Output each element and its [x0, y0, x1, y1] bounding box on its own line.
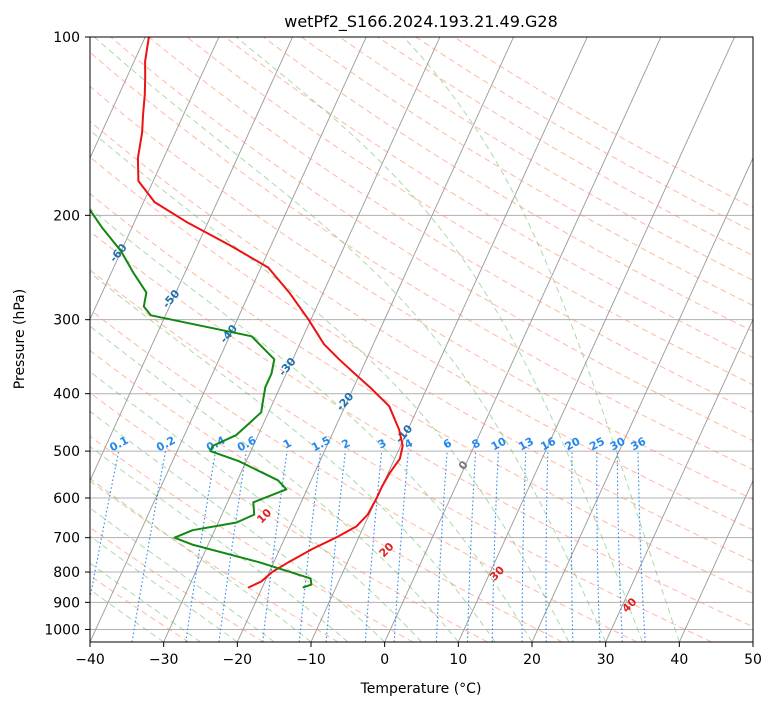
isotherm-line	[531, 156, 753, 642]
moist-adiabat-line	[403, 37, 680, 642]
dry-adiabat-line	[263, 37, 753, 332]
dry-adiabat-line	[90, 230, 753, 628]
isotherm-line	[605, 318, 753, 642]
plot-frame	[89, 36, 754, 643]
moist-adiabat-line	[90, 371, 422, 642]
dry-adiabat-line	[90, 193, 753, 595]
moist-adiabat-line	[90, 410, 386, 642]
x-tick-label: −10	[296, 652, 326, 668]
moist-adiabat-line	[90, 507, 275, 642]
y-tick-label: 900	[53, 595, 80, 611]
isotherm-line	[90, 37, 220, 321]
y-tick-label: 700	[53, 531, 80, 547]
dry-adiabat-line	[90, 120, 753, 531]
mixing-ratio-label: 25	[587, 435, 607, 454]
grid-layer	[90, 37, 753, 642]
y-tick-label: 500	[53, 444, 80, 460]
y-tick-label: 1000	[44, 622, 80, 638]
y-tick-label: 800	[53, 565, 80, 581]
dry-adiabat-line	[148, 37, 753, 413]
isotherm-line	[90, 37, 146, 160]
y-tick-label: 400	[53, 387, 80, 403]
dewpoint-profile-line	[90, 208, 313, 589]
mixing-ratio-line	[218, 451, 247, 642]
x-tick-label: 30	[597, 652, 615, 668]
isotherm-line	[236, 37, 514, 642]
y-tick-label: 300	[53, 313, 80, 329]
chart-title: wetPf2_S166.2024.193.21.49.G28	[284, 12, 558, 32]
mixing-ratio-label: 10	[489, 435, 509, 454]
mixing-ratio-label: 13	[516, 435, 536, 454]
mixing-ratio-line	[298, 451, 322, 642]
dry-adiabat-line	[110, 37, 753, 442]
isotherm-line	[457, 37, 735, 642]
mixing-ratio-label: 16	[538, 435, 558, 454]
y-tick-label: 100	[53, 30, 80, 46]
y-axis-title: Pressure (hPa)	[12, 289, 28, 389]
x-tick-label: 0	[380, 652, 389, 668]
series-layer	[90, 37, 404, 589]
mixing-ratio-label: 30	[608, 435, 628, 454]
moist-adiabat-line	[235, 37, 643, 642]
x-tick-label: 10	[449, 652, 467, 668]
mixing-ratio-line	[325, 451, 347, 642]
y-tick-label: 200	[53, 208, 80, 224]
x-axis-title: Temperature (°C)	[360, 681, 482, 697]
axis-layer: −40 −30 −20 −10 0 10 20 30 40 50 100 200 300 400 500 60…	[44, 30, 762, 668]
mixing-ratio-line	[185, 451, 217, 642]
x-tick-label: −40	[75, 652, 105, 668]
mixing-ratio-line	[262, 451, 288, 642]
mixing-ratio-label: 36	[629, 435, 649, 454]
y-tick-label: 600	[53, 491, 80, 507]
moist-adiabat-line	[90, 477, 312, 642]
x-tick-label: 40	[670, 652, 688, 668]
temperature-profile-line	[136, 37, 404, 589]
moist-adiabat-line	[90, 588, 164, 642]
label-layer: 0.10.20.40.611.52346810131620253036-100-…	[107, 241, 649, 615]
isotherm-line	[384, 37, 662, 642]
x-tick-label: −20	[223, 652, 253, 668]
isotherm-line	[678, 479, 753, 642]
dry-adiabat-line	[90, 480, 339, 642]
dry-adiabat-line	[90, 309, 638, 642]
moist-adiabat-line	[90, 272, 496, 642]
moist-adiabat-line	[93, 37, 607, 642]
dry-adiabat-line	[90, 156, 753, 562]
dry-adiabat-line	[90, 392, 488, 642]
dry-adiabat-line	[90, 435, 414, 642]
x-tick-label: −30	[149, 652, 179, 668]
moist-adiabat-line	[90, 325, 459, 642]
dry-adiabat-line	[90, 349, 563, 642]
dry-adiabat-line	[90, 85, 753, 500]
mixing-ratio-label: 20	[563, 435, 583, 454]
x-tick-label: 20	[523, 652, 541, 668]
isotherm-line	[163, 37, 441, 642]
x-tick-label: 50	[744, 652, 762, 668]
dry-adiabat-line	[301, 37, 753, 307]
isotherm-line	[90, 37, 293, 482]
